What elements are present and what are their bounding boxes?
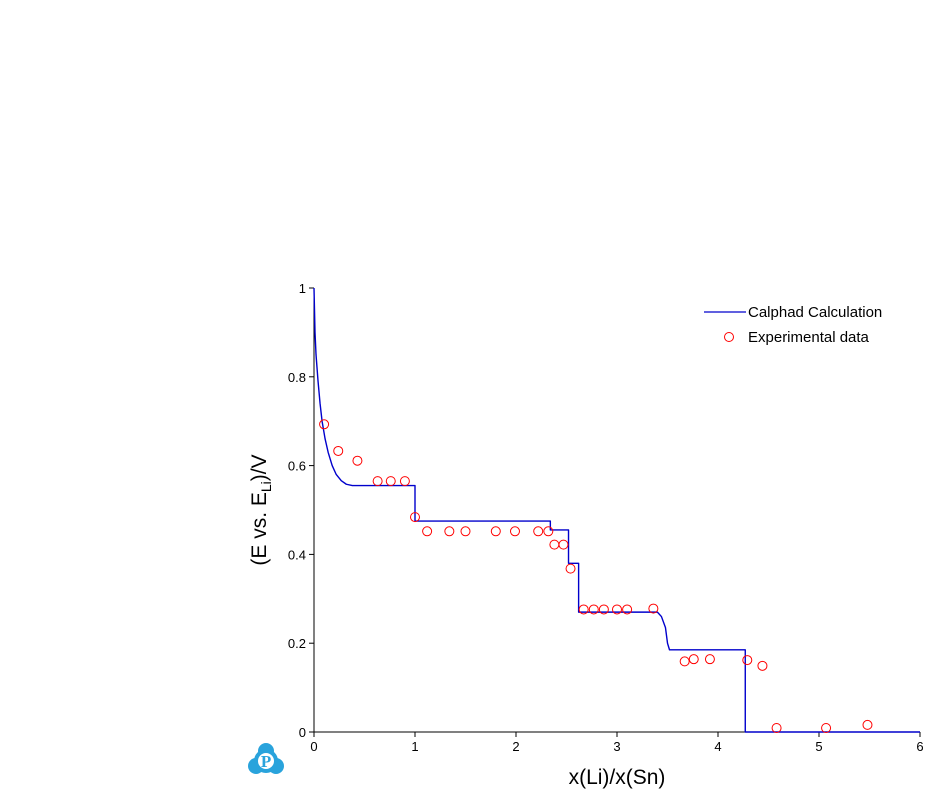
y-axis-title: (E vs. ELi)/V <box>248 454 274 565</box>
y-axis-title-tail: )/V <box>248 454 271 481</box>
experimental-data-point <box>460 526 471 537</box>
experimental-data-point <box>399 476 410 487</box>
experimental-data-point <box>558 539 569 550</box>
experimental-data-point <box>543 526 554 537</box>
experimental-data-point <box>578 604 589 615</box>
experimental-data-point <box>821 723 832 733</box>
y-tick-label: 0.6 <box>288 459 306 474</box>
experimental-data-point <box>598 604 609 615</box>
experimental-data-point <box>372 476 383 487</box>
experimental-data-point <box>509 526 520 537</box>
y-tick-label: 0.4 <box>288 547 306 562</box>
x-tick-label: 1 <box>411 739 418 754</box>
experimental-data-point <box>688 654 699 665</box>
p-badge-icon <box>248 743 284 774</box>
experimental-data-point <box>444 526 455 537</box>
x-tick-label: 6 <box>916 739 923 754</box>
experimental-data-point <box>333 445 344 456</box>
experimental-data-point <box>352 455 363 466</box>
logo: P <box>248 743 284 774</box>
legend: Calphad Calculation Experimental data <box>704 304 882 346</box>
legend-label-experimental: Experimental data <box>748 329 870 346</box>
legend-label-calphad: Calphad Calculation <box>748 304 882 321</box>
experimental-data-point <box>588 604 599 615</box>
y-tick-label: 0.2 <box>288 636 306 651</box>
x-tick-label: 2 <box>512 739 519 754</box>
x-axis-title: x(Li)/x(Sn) <box>569 766 666 789</box>
y-tick-label: 1 <box>299 281 306 296</box>
ticks: 0 1 2 3 4 5 6 0 0.2 0.4 0.6 0.8 1 <box>288 281 924 754</box>
legend-marker-swatch <box>724 332 734 342</box>
experimental-data-point <box>771 723 782 733</box>
experimental-data-point <box>757 660 768 671</box>
experimental-data-point <box>862 719 873 730</box>
experimental-data-point <box>490 526 501 537</box>
calphad-calculation-line <box>313 287 920 733</box>
experimental-data-point <box>622 604 633 615</box>
experimental-data-point <box>612 604 622 615</box>
y-axis-title-sub: Li <box>258 481 274 492</box>
experimental-data-point <box>679 656 690 667</box>
x-tick-label: 3 <box>613 739 620 754</box>
y-tick-label: 0 <box>299 725 306 740</box>
experimental-data-point <box>319 419 330 430</box>
experimental-data-point <box>565 563 576 574</box>
experimental-data-point <box>648 603 659 614</box>
experimental-data-point <box>422 526 433 537</box>
x-tick-label: 5 <box>815 739 822 754</box>
logo-letter: P <box>261 752 271 771</box>
experimental-data-point <box>410 512 420 523</box>
experimental-data-point <box>549 539 560 550</box>
experimental-data-point <box>742 655 753 666</box>
experimental-data-point <box>533 526 544 537</box>
series-layer <box>313 287 920 733</box>
y-axis-title-main: (E vs. E <box>248 492 271 566</box>
y-tick-label: 0.8 <box>288 370 306 385</box>
experimental-data-point <box>385 476 396 487</box>
axes <box>313 288 920 733</box>
x-tick-label: 0 <box>310 739 317 754</box>
experimental-data-point <box>704 654 715 665</box>
x-tick-label: 4 <box>714 739 721 754</box>
